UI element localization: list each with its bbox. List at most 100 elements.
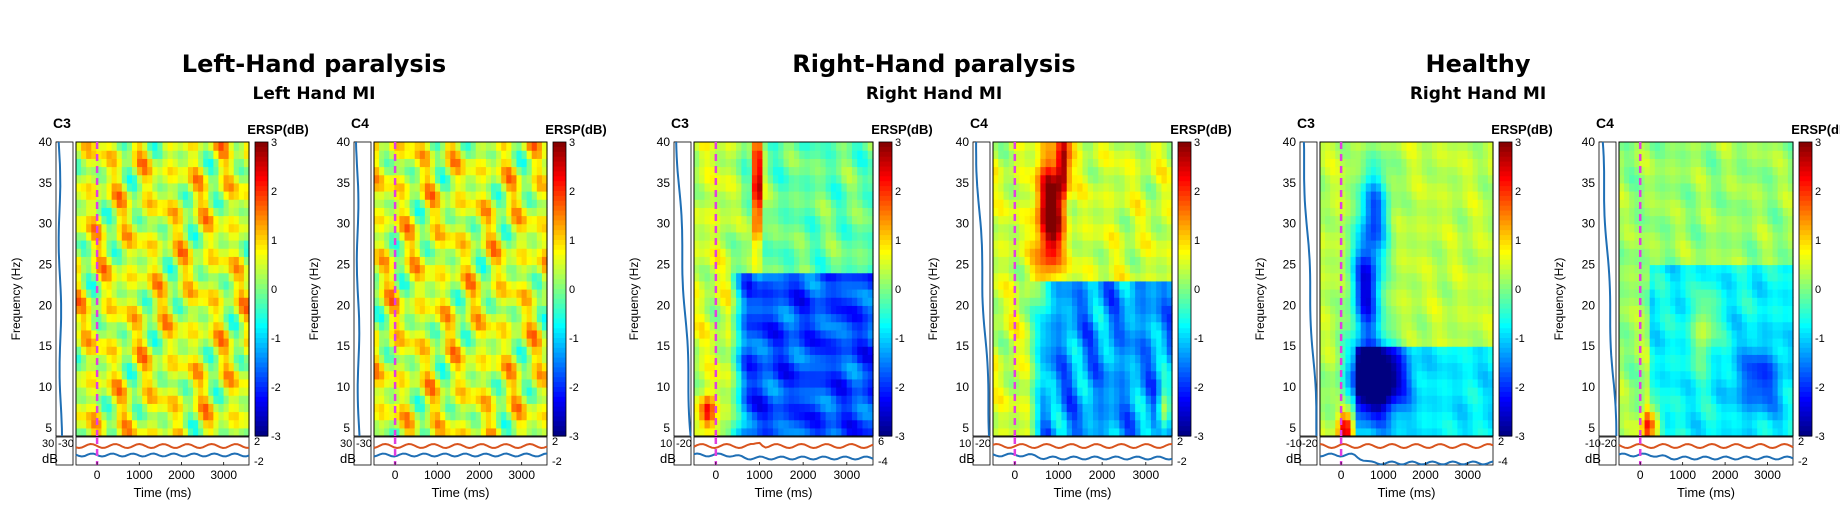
heatmap-cell [841,370,848,380]
heatmap-cell [1119,370,1126,380]
heatmap-cell [757,142,764,151]
heatmap-cell [1098,174,1105,184]
heatmap-cell [730,191,737,200]
heatmap-cell [799,231,806,241]
heatmap-cell [228,272,235,282]
heatmap-cell [725,427,732,437]
heatmap-cell [536,199,543,208]
x-tick-label: 3000 [210,468,237,482]
heatmap-cell [1119,199,1126,208]
heatmap-cell [709,174,716,184]
heatmap-cell [389,240,395,249]
heatmap-cell [435,403,441,413]
heatmap-cell [193,191,199,200]
heatmap-cell [223,297,230,306]
heatmap-cell [1103,207,1110,217]
heatmap-cell [799,199,806,208]
heatmap-cell [167,403,174,413]
heatmap-cell [187,240,194,249]
heatmap-cell [1135,370,1142,380]
heatmap-cell [730,158,737,168]
heatmap-cell [815,305,821,315]
heatmap-cell [147,158,153,168]
heatmap-cell [1071,289,1078,298]
colorbar-swatch [255,195,268,202]
y-tick-label: 25 [39,258,53,272]
heatmap-cell [825,338,832,347]
heatmap-cell [162,313,169,323]
heatmap-cell [101,395,108,404]
heatmap-cell [857,240,864,249]
heatmap-cell [172,248,179,257]
heatmap-cell [157,419,164,429]
heatmap-cell [788,280,795,290]
heatmap-cell [131,289,138,298]
heatmap-cell [1066,264,1073,274]
heatmap-cell [511,338,518,347]
heatmap-cell [1050,182,1057,192]
heatmap-cell [815,191,821,200]
colorbar-tick-label: 2 [271,186,277,198]
heatmap-cell [1014,191,1020,200]
heatmap-cell [440,395,446,404]
heatmap-cell [809,370,816,380]
heatmap-cell [741,427,748,437]
heatmap-cell [394,264,401,274]
heatmap-cell [830,297,837,306]
heatmap-cell [404,272,411,282]
heatmap-cell [106,280,113,290]
heatmap-cell [424,346,431,355]
heatmap-cell [857,289,864,298]
heatmap-cell [116,427,123,437]
heatmap-cell [157,182,164,192]
heatmap-cell [867,231,874,241]
heatmap-cell [182,215,189,225]
heatmap-cell [993,182,999,192]
heatmap-cell [757,321,764,331]
y-tick-label: 25 [337,258,351,272]
heatmap-cell [804,240,811,249]
heatmap-cell [243,338,250,347]
heatmap-cell [424,378,431,388]
heatmap-cell [228,411,235,421]
heatmap-cell [1119,142,1126,151]
heatmap-cell [1129,207,1136,217]
heatmap-cell [704,248,711,257]
heatmap-cell [218,387,225,396]
heatmap-cell [1050,321,1057,331]
heatmap-cell [820,280,827,290]
heatmap-cell [374,280,380,290]
heatmap-cell [394,166,401,176]
heatmap-cell [794,256,800,266]
heatmap-cell [419,346,426,355]
heatmap-cell [841,280,848,290]
heatmap-cell [704,378,711,388]
colorbar-swatch [879,249,892,256]
heatmap-cell [526,362,533,372]
colorbar-swatch [879,240,892,246]
heatmap-cell [1103,223,1110,233]
heatmap-cell [799,207,806,217]
heatmap-cell [1066,346,1073,355]
heatmap-cell [475,231,482,241]
heatmap-cell [767,150,774,159]
heatmap-cell [998,411,1005,421]
heatmap-cell [1129,362,1136,372]
heatmap-cell [182,207,189,217]
heatmap-cell [867,207,874,217]
heatmap-cell [778,256,785,266]
colorbar-swatch [553,244,566,251]
heatmap-cell [1035,329,1041,339]
heatmap-cell [81,191,87,200]
heatmap-cell [81,346,87,355]
heatmap-cell [804,411,811,421]
heatmap-cell [101,256,108,266]
heatmap-cell [389,362,395,372]
heatmap-cell [778,411,785,421]
heatmap-cell [830,240,837,249]
heatmap-cell [1035,191,1041,200]
heatmap-cell [699,411,706,421]
heatmap-cell [137,272,143,282]
heatmap-cell [491,297,497,306]
heatmap-cell [783,419,790,429]
